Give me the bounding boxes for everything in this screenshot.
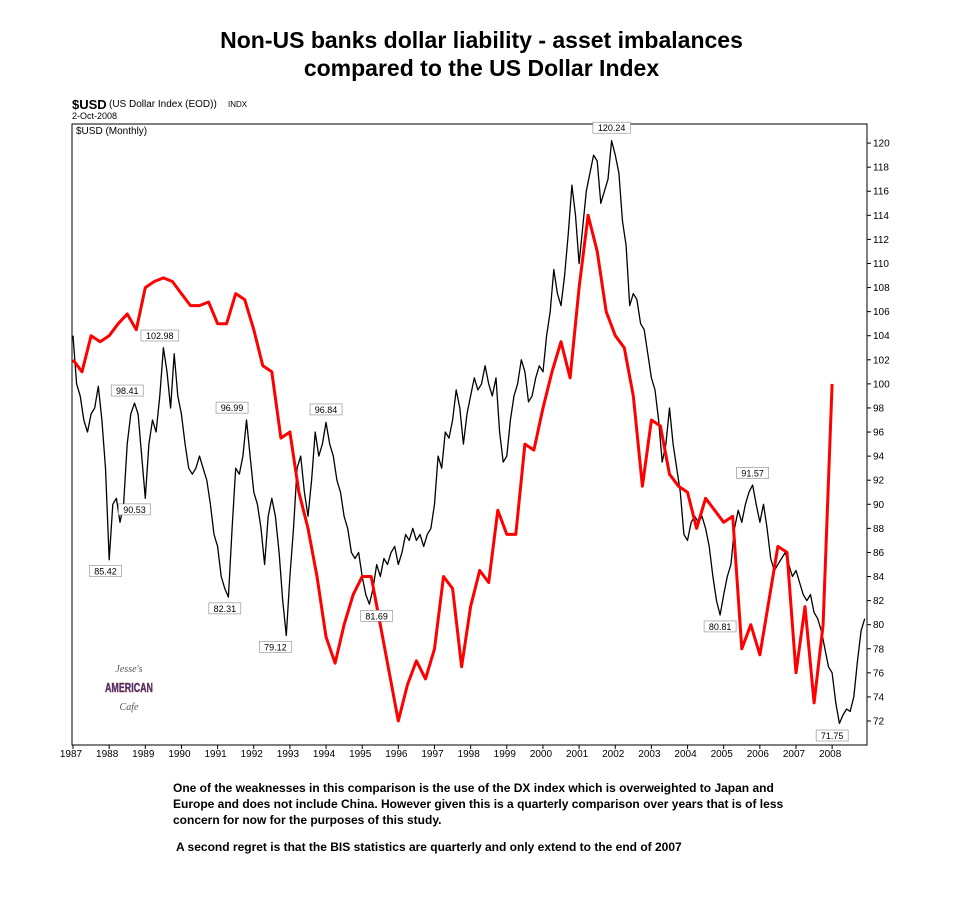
svg-text:79.12: 79.12 <box>264 642 287 652</box>
x-tick-label: 1987 <box>60 749 83 760</box>
y-tick-label: 120 <box>873 139 890 150</box>
y-tick-label: 84 <box>873 572 885 583</box>
y-tick-label: 88 <box>873 524 885 535</box>
annotation-label: 71.75 <box>815 729 849 742</box>
x-tick-label: 1997 <box>421 749 444 760</box>
y-tick-label: 108 <box>873 283 890 294</box>
y-tick-label: 110 <box>873 259 889 270</box>
x-tick-label: 1989 <box>132 749 155 760</box>
annotation-label: 80.81 <box>703 620 737 633</box>
x-tick-label: 1991 <box>204 749 227 760</box>
x-tick-label: 2000 <box>530 749 553 760</box>
logo: Jesse's AMERICAN Cafe <box>105 664 153 713</box>
annotation-label: 120.24 <box>592 121 631 134</box>
usd-index-line <box>72 140 866 725</box>
chart-title-line1: Non-US banks dollar liability - asset im… <box>220 27 743 53</box>
annotation-label: 82.31 <box>208 602 242 615</box>
x-tick-label: 2001 <box>566 749 589 760</box>
exchange-label: INDX <box>228 100 248 109</box>
y-tick-label: 96 <box>873 428 885 439</box>
logo-text-1: Jesse's <box>115 664 142 675</box>
svg-text:85.42: 85.42 <box>94 566 117 576</box>
x-tick-label: 1994 <box>313 749 336 760</box>
logo-text-3: Cafe <box>120 702 139 713</box>
x-tick-label: 1990 <box>168 749 191 760</box>
y-tick-label: 112 <box>873 235 889 246</box>
svg-text:82.31: 82.31 <box>214 604 237 614</box>
y-tick-label: 76 <box>873 668 885 679</box>
chart-date: 2-Oct-2008 <box>72 111 118 121</box>
y-tick-label: 80 <box>873 620 885 631</box>
annotation-label: 96.84 <box>309 403 343 416</box>
x-tick-label: 1999 <box>494 749 517 760</box>
y-tick-label: 114 <box>873 211 889 222</box>
y-tick-label: 100 <box>873 379 890 390</box>
logo-text-2: AMERICAN <box>105 680 153 695</box>
y-tick-label: 92 <box>873 476 885 487</box>
y-tick-label: 116 <box>873 187 889 198</box>
annotation-label: 91.57 <box>736 467 769 479</box>
y-tick-label: 90 <box>873 500 885 511</box>
symbol-description: (US Dollar Index (EOD)) <box>109 99 217 110</box>
svg-text:102.98: 102.98 <box>146 331 174 341</box>
y-tick-label: 78 <box>873 644 885 655</box>
y-tick-label: 74 <box>873 692 885 703</box>
y-tick-label: 94 <box>873 452 885 463</box>
y-tick-label: 98 <box>873 403 885 414</box>
annotation-label: 90.53 <box>118 503 151 516</box>
annotation-label: 85.42 <box>89 565 122 577</box>
y-tick-label: 102 <box>873 355 890 366</box>
y-tick-label: 72 <box>873 717 885 728</box>
x-tick-label: 1995 <box>349 749 372 760</box>
svg-text:96.84: 96.84 <box>315 405 338 415</box>
x-tick-label: 1998 <box>458 749 481 760</box>
note-paragraph-1: One of the weaknesses in this comparison… <box>173 781 784 827</box>
y-tick-label: 86 <box>873 548 885 559</box>
annotation-label: 96.99 <box>215 401 249 414</box>
svg-text:120.24: 120.24 <box>598 123 626 133</box>
plot-frame <box>71 123 868 746</box>
x-tick-label: 2007 <box>783 749 806 760</box>
svg-text:98.41: 98.41 <box>116 386 139 396</box>
x-tick-label: 1992 <box>241 749 264 760</box>
svg-text:96.99: 96.99 <box>221 403 244 413</box>
y-tick-label: 118 <box>873 163 889 174</box>
x-tick-label: 1993 <box>277 749 300 760</box>
note-paragraph-2: A second regret is that the BIS statisti… <box>176 840 682 854</box>
imbalance-line <box>71 213 834 723</box>
svg-text:71.75: 71.75 <box>821 731 844 741</box>
annotation-label: 98.41 <box>110 384 144 397</box>
annotation-label: 79.12 <box>259 640 292 653</box>
svg-text:81.69: 81.69 <box>365 611 388 621</box>
y-tick-label: 104 <box>873 331 890 342</box>
y-tick-label: 82 <box>873 596 885 607</box>
x-tick-label: 2008 <box>819 749 842 760</box>
svg-text:80.81: 80.81 <box>709 622 732 632</box>
x-tick-label: 2003 <box>638 749 661 760</box>
y-tick-label: 106 <box>873 307 890 318</box>
x-tick-label: 2006 <box>747 749 770 760</box>
panel-label: $USD (Monthly) <box>76 126 147 137</box>
x-tick-label: 2004 <box>674 749 697 760</box>
chart-title-line2: compared to the US Dollar Index <box>303 55 660 81</box>
annotation-label: 81.69 <box>360 610 393 622</box>
x-tick-label: 2002 <box>602 749 625 760</box>
svg-text:90.53: 90.53 <box>123 505 146 515</box>
svg-text:91.57: 91.57 <box>741 468 764 478</box>
x-tick-label: 2005 <box>711 749 734 760</box>
x-tick-label: 1988 <box>96 749 119 760</box>
annotation-label: 102.98 <box>140 329 179 342</box>
x-tick-label: 1996 <box>385 749 408 760</box>
symbol-label: $USD <box>72 97 107 112</box>
